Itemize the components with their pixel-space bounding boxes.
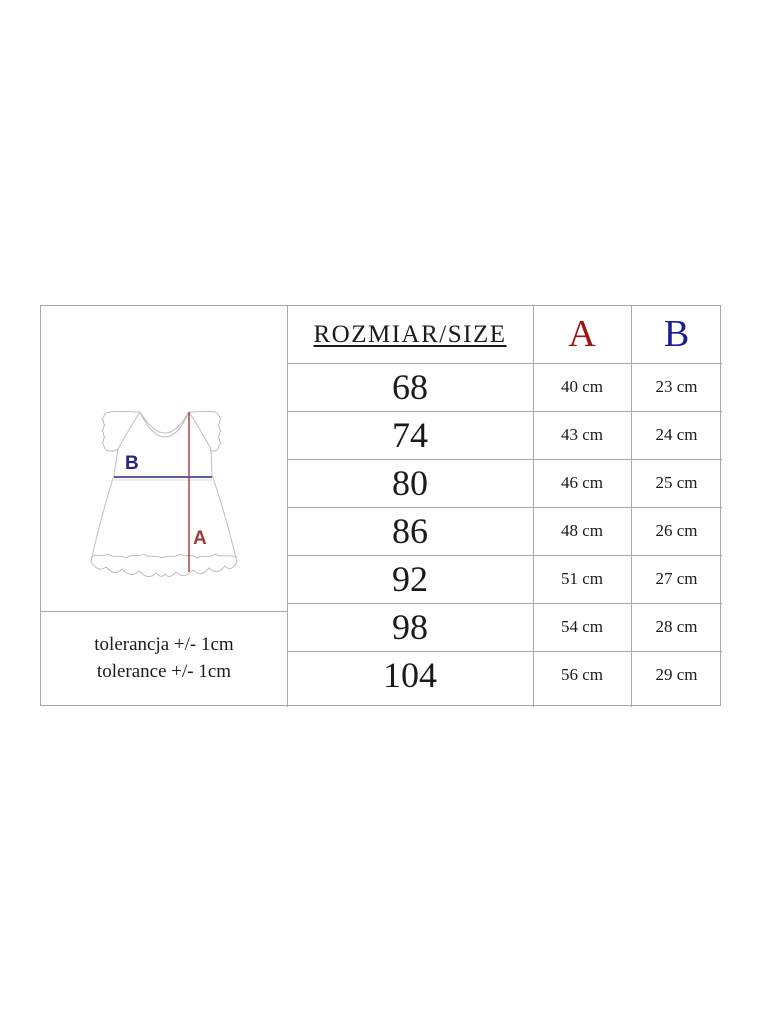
svg-text:B: B [125, 453, 139, 474]
svg-text:A: A [193, 528, 207, 549]
